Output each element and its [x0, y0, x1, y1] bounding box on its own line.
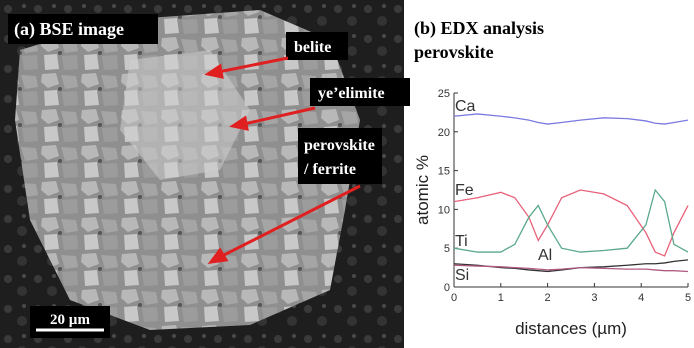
x-axis-label: distances (µm)	[515, 319, 627, 338]
title-box	[8, 14, 158, 44]
label-box	[298, 128, 382, 184]
series-label: Si	[455, 267, 469, 284]
arrowhead	[204, 63, 224, 79]
x-tick-label: 5	[685, 292, 691, 304]
data-line	[453, 189, 689, 257]
arrow	[243, 106, 316, 126]
x-tick-label: 1	[498, 292, 504, 304]
series-label: Al	[538, 247, 552, 264]
arrows	[204, 56, 361, 264]
y-tick-label: 20	[438, 127, 450, 139]
series-label: Ti	[455, 233, 468, 250]
series-label: Ca	[455, 98, 476, 115]
x-tick-label: 0	[451, 292, 457, 304]
phase-label: ye’elimite	[318, 85, 385, 102]
arrowhead	[207, 247, 229, 264]
data-line	[453, 264, 689, 273]
series-label: Fe	[455, 182, 474, 199]
arrowhead	[229, 115, 249, 131]
bse-image: (a) BSE image belite ye’elimite perovski…	[0, 0, 410, 348]
y-tick-label: 15	[438, 166, 450, 178]
x-tick-label: 2	[545, 292, 551, 304]
y-tick-label: 25	[438, 88, 450, 100]
phase-label: / ferrite	[303, 161, 356, 178]
arrow	[221, 184, 361, 258]
phase-label: belite	[294, 39, 331, 56]
scale-label: 20 µm	[50, 312, 90, 328]
label-box	[286, 32, 348, 60]
y-axis-label: atomic %	[413, 155, 432, 225]
x-tick-label: 4	[638, 292, 644, 304]
chart-subtitle: perovskite	[414, 42, 494, 62]
light-region	[120, 50, 250, 180]
data-line	[453, 188, 689, 253]
phase-label: perovskite	[304, 137, 375, 154]
x-tick-label: 3	[591, 292, 597, 304]
scale-box	[30, 306, 110, 338]
chart-title: (b) EDX analysis	[414, 18, 544, 39]
arrow	[217, 56, 289, 74]
label-box	[310, 78, 410, 106]
data-line	[453, 113, 689, 125]
panel-title: (a) BSE image	[14, 19, 124, 40]
y-tick-label: 0	[444, 282, 450, 294]
y-tick-label: 5	[444, 243, 450, 255]
y-tick-label: 10	[438, 204, 450, 216]
